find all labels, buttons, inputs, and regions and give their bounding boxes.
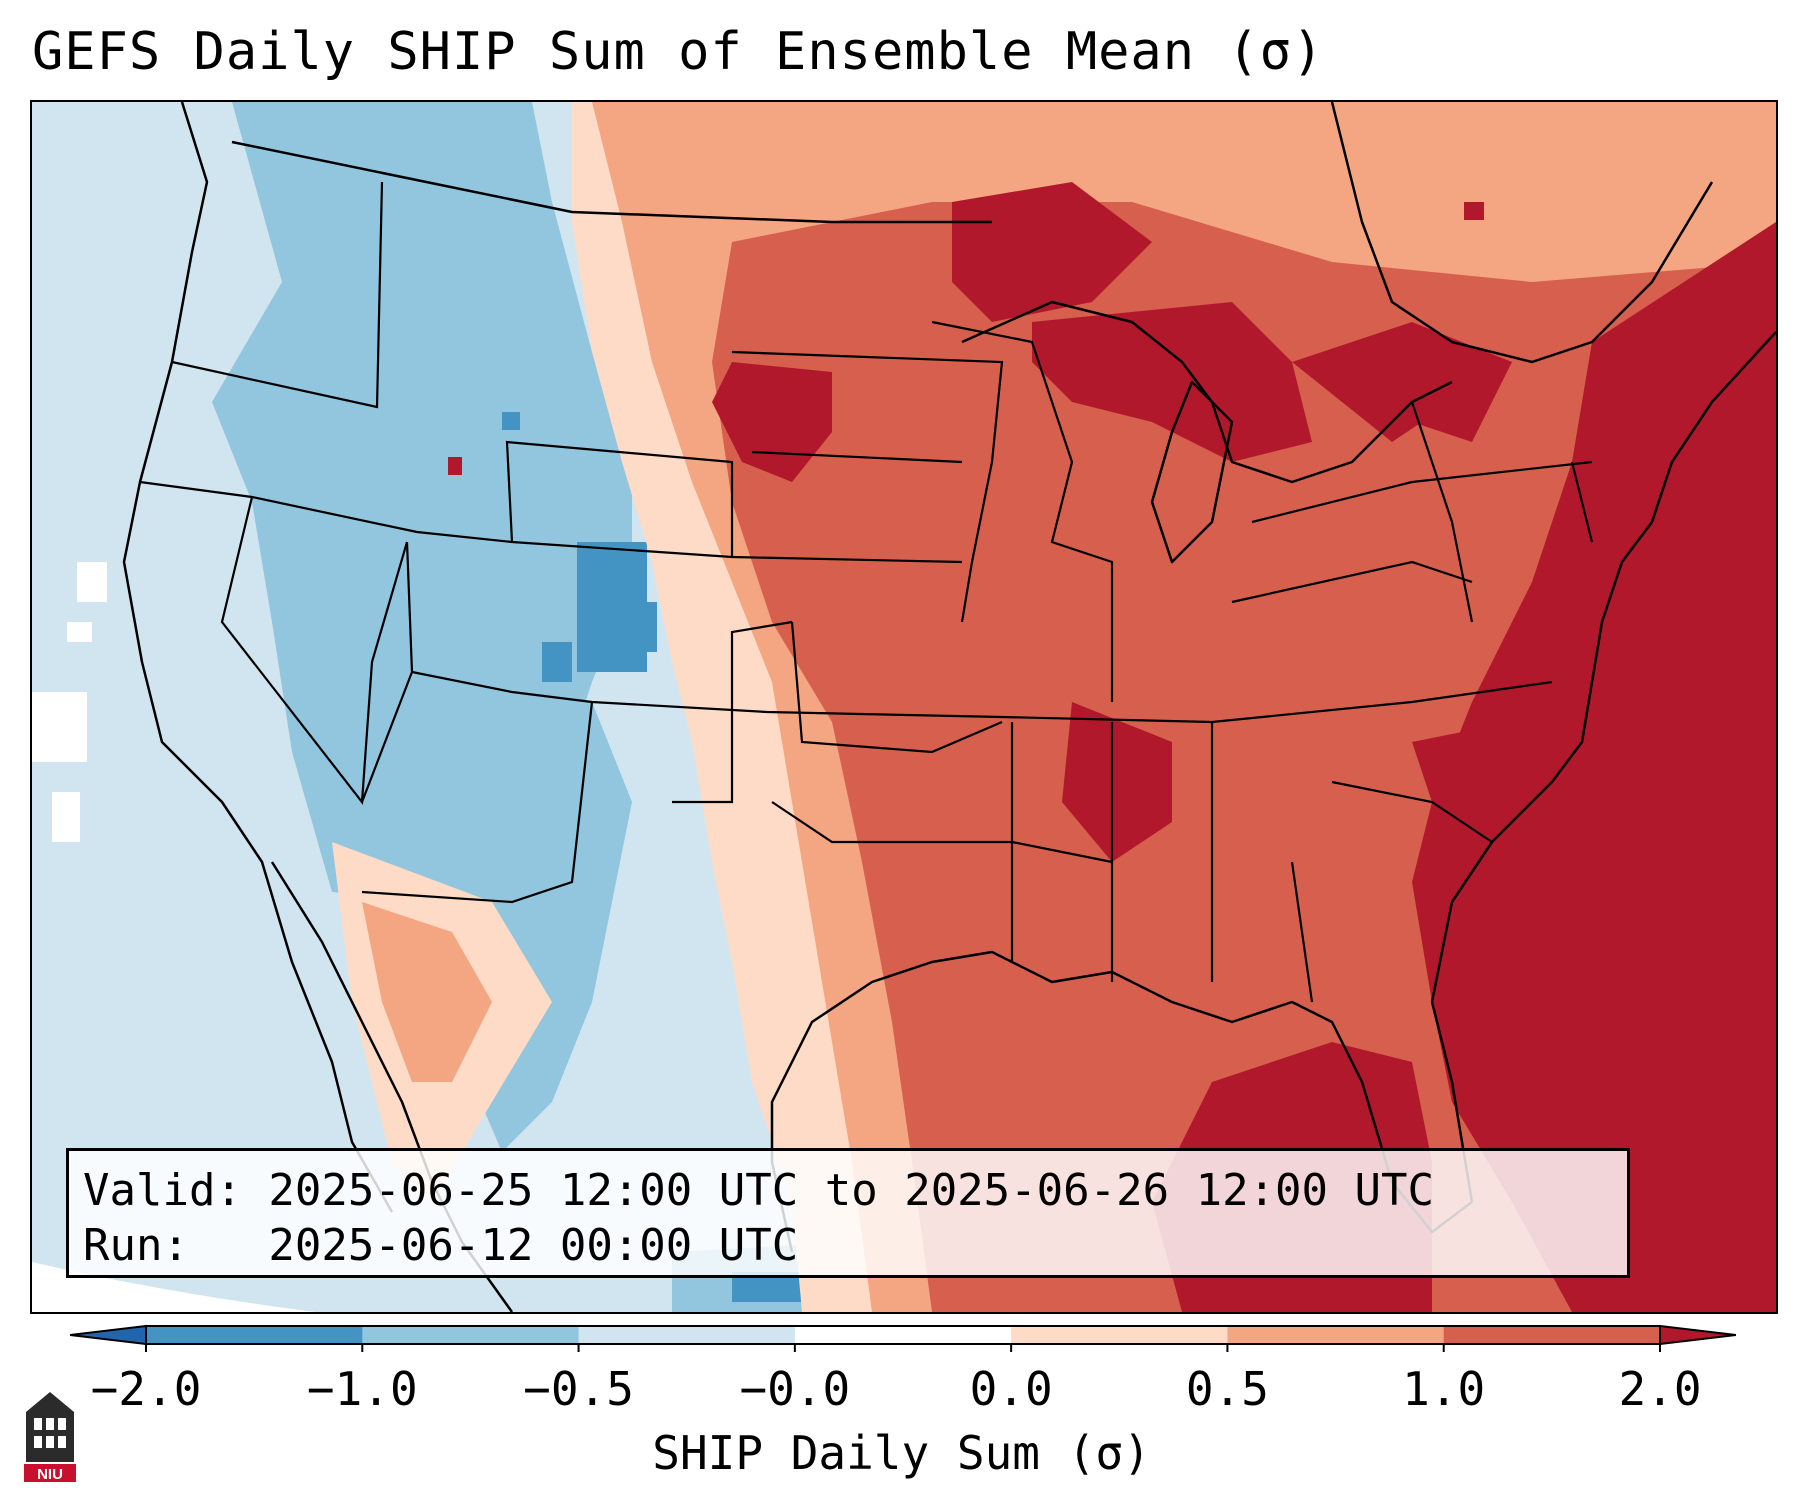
logo-windows [34, 1418, 66, 1448]
niu-logo: NIU [24, 1392, 76, 1483]
valid-time-line: Valid: 2025-06-25 12:00 UTC to 2025-06-2… [83, 1165, 1435, 1216]
colorbar-tick-label: 2.0 [1618, 1362, 1702, 1416]
run-time-line: Run: 2025-06-12 00:00 UTC [83, 1220, 799, 1271]
projection-edge [32, 1262, 316, 1312]
colorbar-tick-label: −1.0 [306, 1362, 418, 1416]
colorbar-bin [1011, 1326, 1228, 1344]
colorbar-bin [578, 1326, 796, 1344]
colorbar-label: SHIP Daily Sum (σ) [652, 1426, 1151, 1480]
colorbar-tick-label: −0.5 [523, 1362, 634, 1416]
map-panel [30, 100, 1778, 1314]
colorbar-extend-low [70, 1324, 147, 1346]
colorbar-bin [362, 1326, 580, 1344]
dark-blue-anomaly [502, 412, 812, 1302]
colorbar-frame [145, 1325, 1661, 1345]
dark-red-anomaly [448, 182, 1776, 1312]
colorbar [70, 1324, 1736, 1352]
colorbar-tick-label: 0.0 [969, 1362, 1053, 1416]
colorbar-tick-label: 1.0 [1402, 1362, 1486, 1416]
colorbar-bin [146, 1326, 363, 1344]
missing-data-cells [32, 562, 107, 842]
state-borders [139, 181, 1594, 1003]
colorbar-extend-high [1659, 1324, 1736, 1346]
colorbar-tick-label: −0.0 [739, 1362, 851, 1416]
logo-banner [24, 1464, 76, 1482]
colorbar-tick-label: −2.0 [90, 1362, 202, 1416]
colorbar-bin [1227, 1326, 1445, 1344]
logo-text: NIU [37, 1466, 63, 1483]
colorbar-bin [1443, 1326, 1661, 1344]
colorbar-bin [794, 1326, 1012, 1344]
map-canvas [32, 102, 1776, 1312]
map-title: GEFS Daily SHIP Sum of Ensemble Mean (σ) [32, 22, 1325, 82]
colorbar-tick-label: 0.5 [1185, 1362, 1269, 1416]
validity-info-box: Valid: 2025-06-25 12:00 UTC to 2025-06-2… [66, 1148, 1630, 1278]
